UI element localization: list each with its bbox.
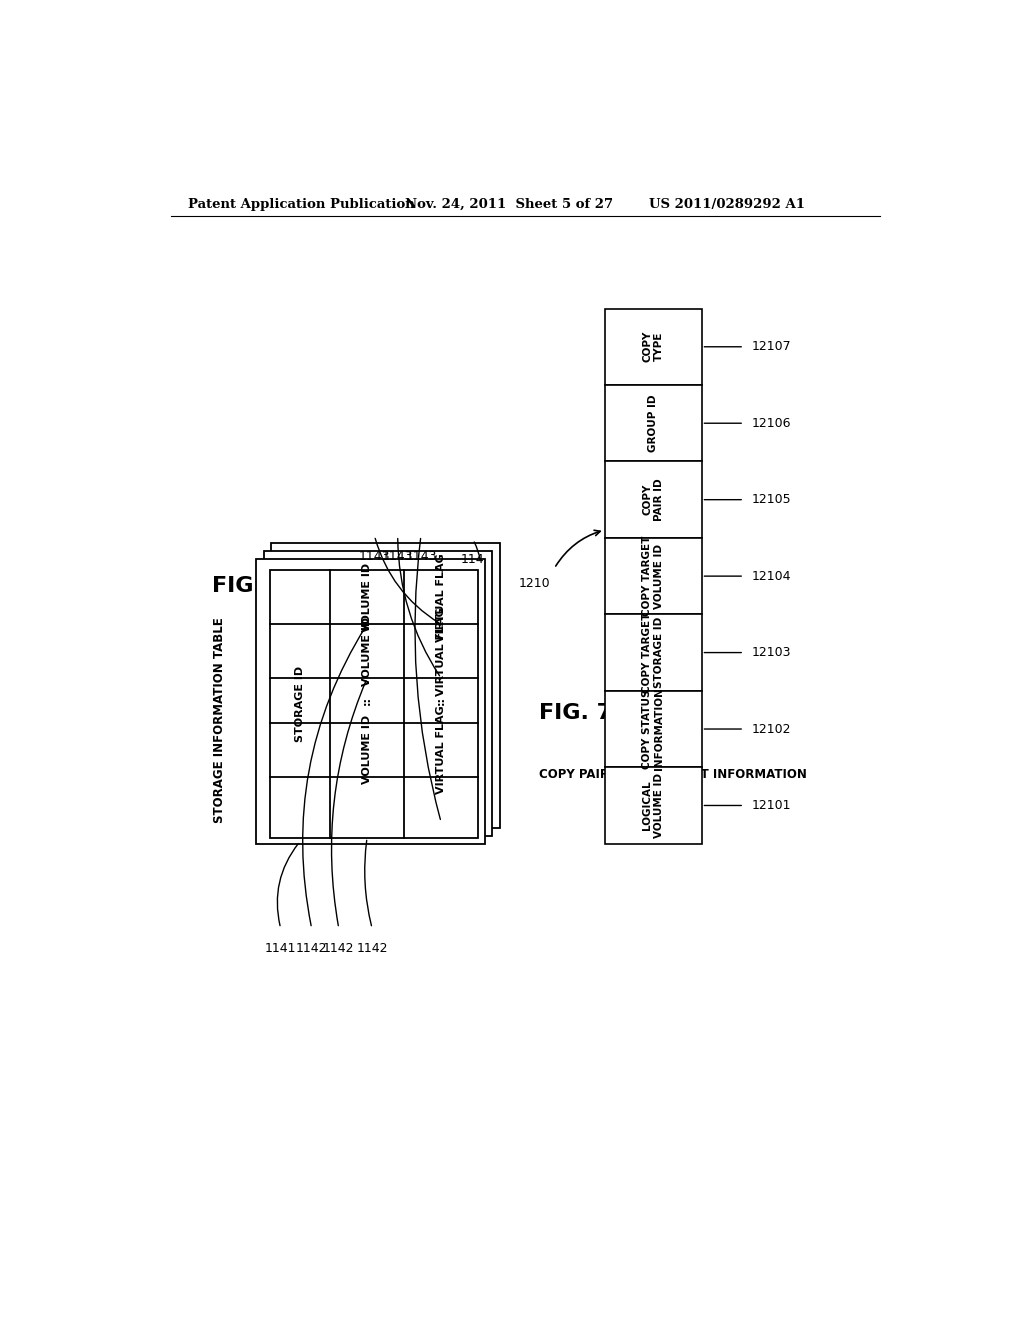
Text: 12107: 12107 (752, 341, 792, 354)
Text: VOLUME ID: VOLUME ID (362, 562, 372, 632)
Text: FIG. 7: FIG. 7 (539, 702, 612, 723)
Text: ::: :: (362, 696, 372, 705)
Bar (263, 552, 493, 836)
Text: VIRTUAL FLAG: VIRTUAL FLAG (436, 607, 446, 696)
Text: COPY
PAIR ID: COPY PAIR ID (642, 478, 664, 521)
Text: 1142: 1142 (323, 942, 354, 956)
Bar (604, 309, 701, 385)
Text: LOGICAL
VOLUME ID: LOGICAL VOLUME ID (642, 774, 664, 838)
Text: Patent Application Publication: Patent Application Publication (188, 198, 415, 211)
Text: STORAGE ID: STORAGE ID (295, 665, 305, 742)
Text: VIRTUAL FLAG: VIRTUAL FLAG (436, 553, 446, 642)
Text: 12104: 12104 (752, 570, 792, 582)
Text: GROUP ID: GROUP ID (648, 395, 658, 451)
Text: 1210: 1210 (519, 577, 551, 590)
Text: COPY TARGET
STORAGE ID: COPY TARGET STORAGE ID (642, 612, 664, 693)
Text: 1141: 1141 (265, 942, 296, 956)
Text: 1142: 1142 (356, 942, 388, 956)
Text: 114: 114 (461, 553, 484, 566)
Text: 12105: 12105 (752, 494, 792, 506)
Text: COPY
TYPE: COPY TYPE (642, 331, 664, 363)
Text: STORAGE INFORMATION TABLE: STORAGE INFORMATION TABLE (213, 618, 226, 824)
Text: 1143: 1143 (358, 549, 390, 562)
Text: 12103: 12103 (752, 645, 792, 659)
Text: COPY STATUS
INFORMATION: COPY STATUS INFORMATION (642, 688, 664, 771)
Text: 1143: 1143 (406, 549, 436, 562)
Text: 1142: 1142 (296, 942, 328, 956)
Text: 12102: 12102 (752, 722, 792, 735)
Bar (604, 690, 701, 767)
Bar (604, 539, 701, 614)
Text: VIRTUAL FLAG: VIRTUAL FLAG (436, 705, 446, 795)
Bar (604, 385, 701, 462)
Text: COPY TARGET
VOLUME ID: COPY TARGET VOLUME ID (642, 536, 664, 616)
Text: US 2011/0289292 A1: US 2011/0289292 A1 (649, 198, 805, 211)
Bar (604, 767, 701, 843)
Text: 12106: 12106 (752, 417, 792, 430)
Text: Nov. 24, 2011  Sheet 5 of 27: Nov. 24, 2011 Sheet 5 of 27 (406, 198, 613, 211)
Bar (270, 570, 478, 838)
Text: COPY PAIR MANAGEMENT INFORMATION: COPY PAIR MANAGEMENT INFORMATION (539, 768, 807, 781)
Bar (604, 462, 701, 539)
Text: ::: :: (436, 696, 446, 705)
Bar (256, 558, 484, 843)
Text: FIG. 6: FIG. 6 (212, 576, 285, 595)
Text: 12101: 12101 (752, 799, 792, 812)
Text: VOLUME ID: VOLUME ID (362, 715, 372, 784)
Text: 1143: 1143 (382, 549, 414, 562)
Bar (604, 614, 701, 690)
Bar (271, 544, 500, 829)
Text: VOLUME ID: VOLUME ID (362, 616, 372, 686)
